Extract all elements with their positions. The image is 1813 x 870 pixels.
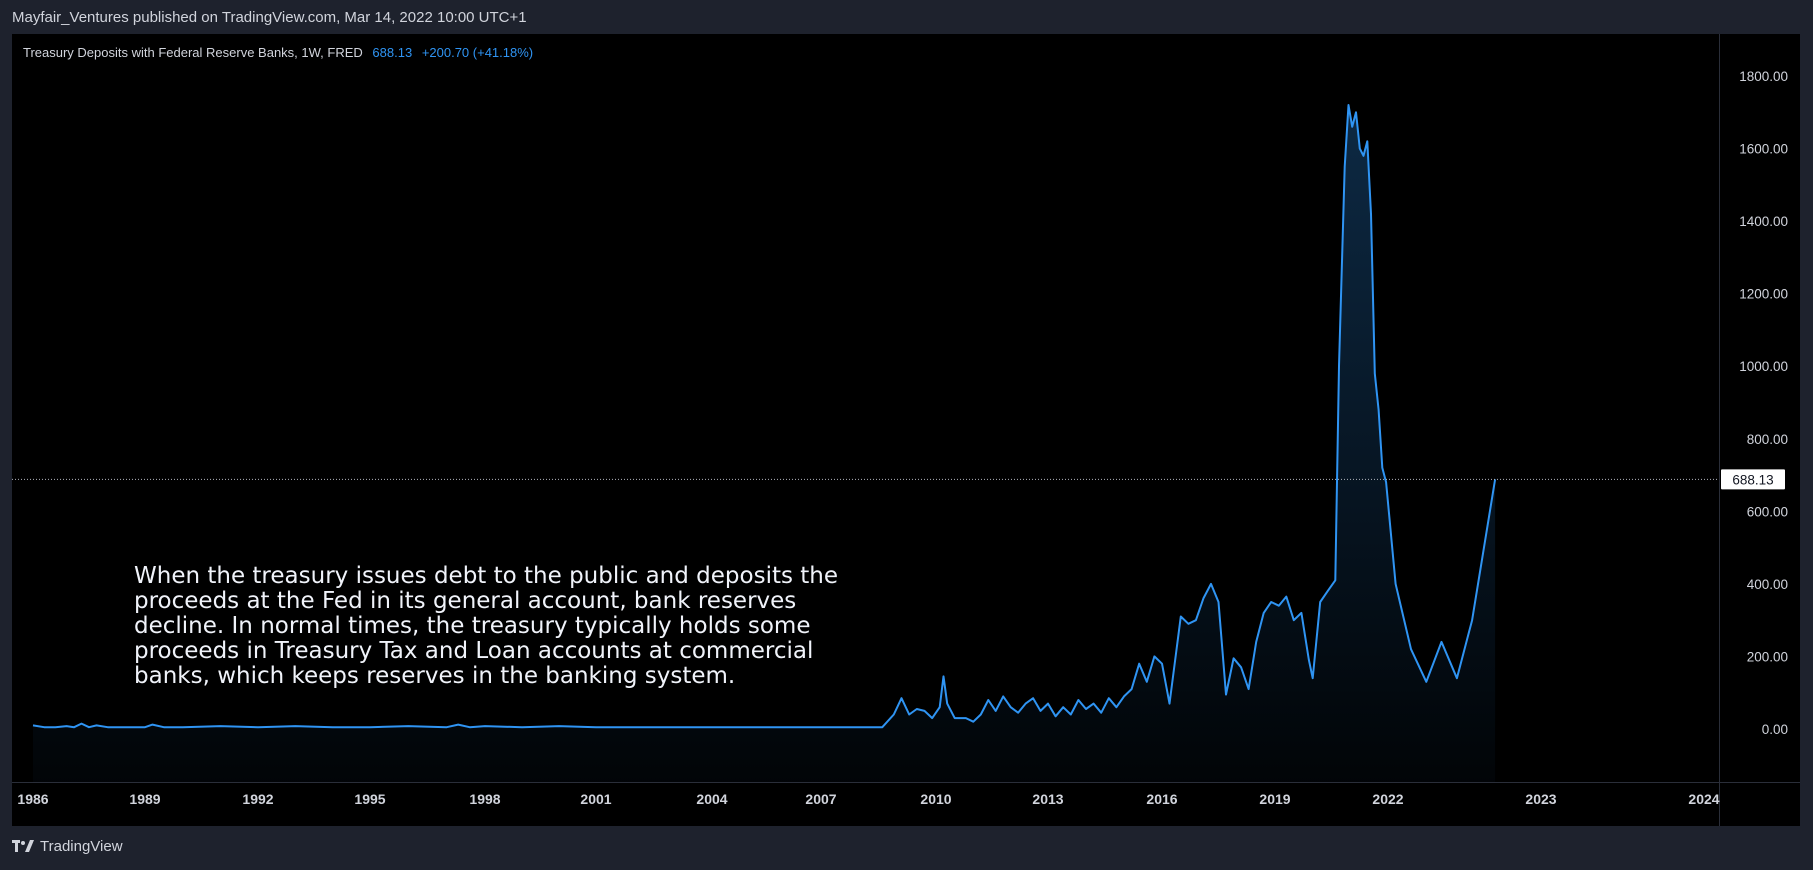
y-tick-label: 1800.00 [1739,69,1788,84]
x-tick-label: 2016 [1146,791,1177,807]
y-tick-label: 1200.00 [1739,287,1788,302]
x-tick-label: 2010 [920,791,951,807]
footer-brand-label: TradingView [40,838,123,855]
chart-canvas[interactable]: 0.00 200.00 400.00 600.00 800.00 1000.00 1200.… [12,34,1800,826]
series-area-fill [33,105,1496,782]
x-tick-label: 2022 [1372,791,1403,807]
last-value-badge [1721,469,1785,490]
legend-change: +200.70 (+41.18%) [421,45,534,60]
x-tick-label: 1995 [354,791,385,807]
series-line[interactable] [32,104,1497,729]
x-tick-label: 1989 [129,791,160,807]
y-tick-label: 600.00 [1747,504,1788,519]
legend-title: Treasury Deposits with Federal Reserve B… [23,45,363,60]
x-tick-label: 1986 [17,791,48,807]
x-tick-label: 2004 [696,791,727,807]
footer-brand[interactable]: TradingView [12,838,123,855]
tradingview-logo-icon [12,839,34,852]
y-tick-label: 400.00 [1747,577,1788,592]
y-tick-label: 800.00 [1747,432,1788,447]
annotation-text: When the treasury issues debt to the pub… [134,563,839,689]
last-value-badge-label: 688.13 [1732,472,1773,487]
x-tick-label: 2007 [805,791,836,807]
x-tick-label: 2024 [1688,791,1719,807]
chart-area[interactable]: 0.00 200.00 400.00 600.00 800.00 1000.00 1200.… [12,34,1800,826]
x-tick-label: 2023 [1525,791,1556,807]
x-tick-label: 1998 [469,791,500,807]
y-tick-label: 1400.00 [1739,214,1788,229]
x-tick-label: 2019 [1259,791,1290,807]
y-tick-label: 200.00 [1747,649,1788,664]
y-tick-label: 1000.00 [1739,359,1788,374]
y-tick-label: 1600.00 [1739,142,1788,157]
y-tick-label: 0.00 [1762,722,1788,737]
x-tick-label: 1992 [242,791,273,807]
x-tick-label: 2001 [580,791,611,807]
x-tick-label: 2013 [1032,791,1063,807]
publish-attribution: Mayfair_Ventures published on TradingVie… [12,9,527,26]
legend-last-value: 688.13 [372,45,413,60]
chart-legend: Treasury Deposits with Federal Reserve B… [23,45,533,60]
